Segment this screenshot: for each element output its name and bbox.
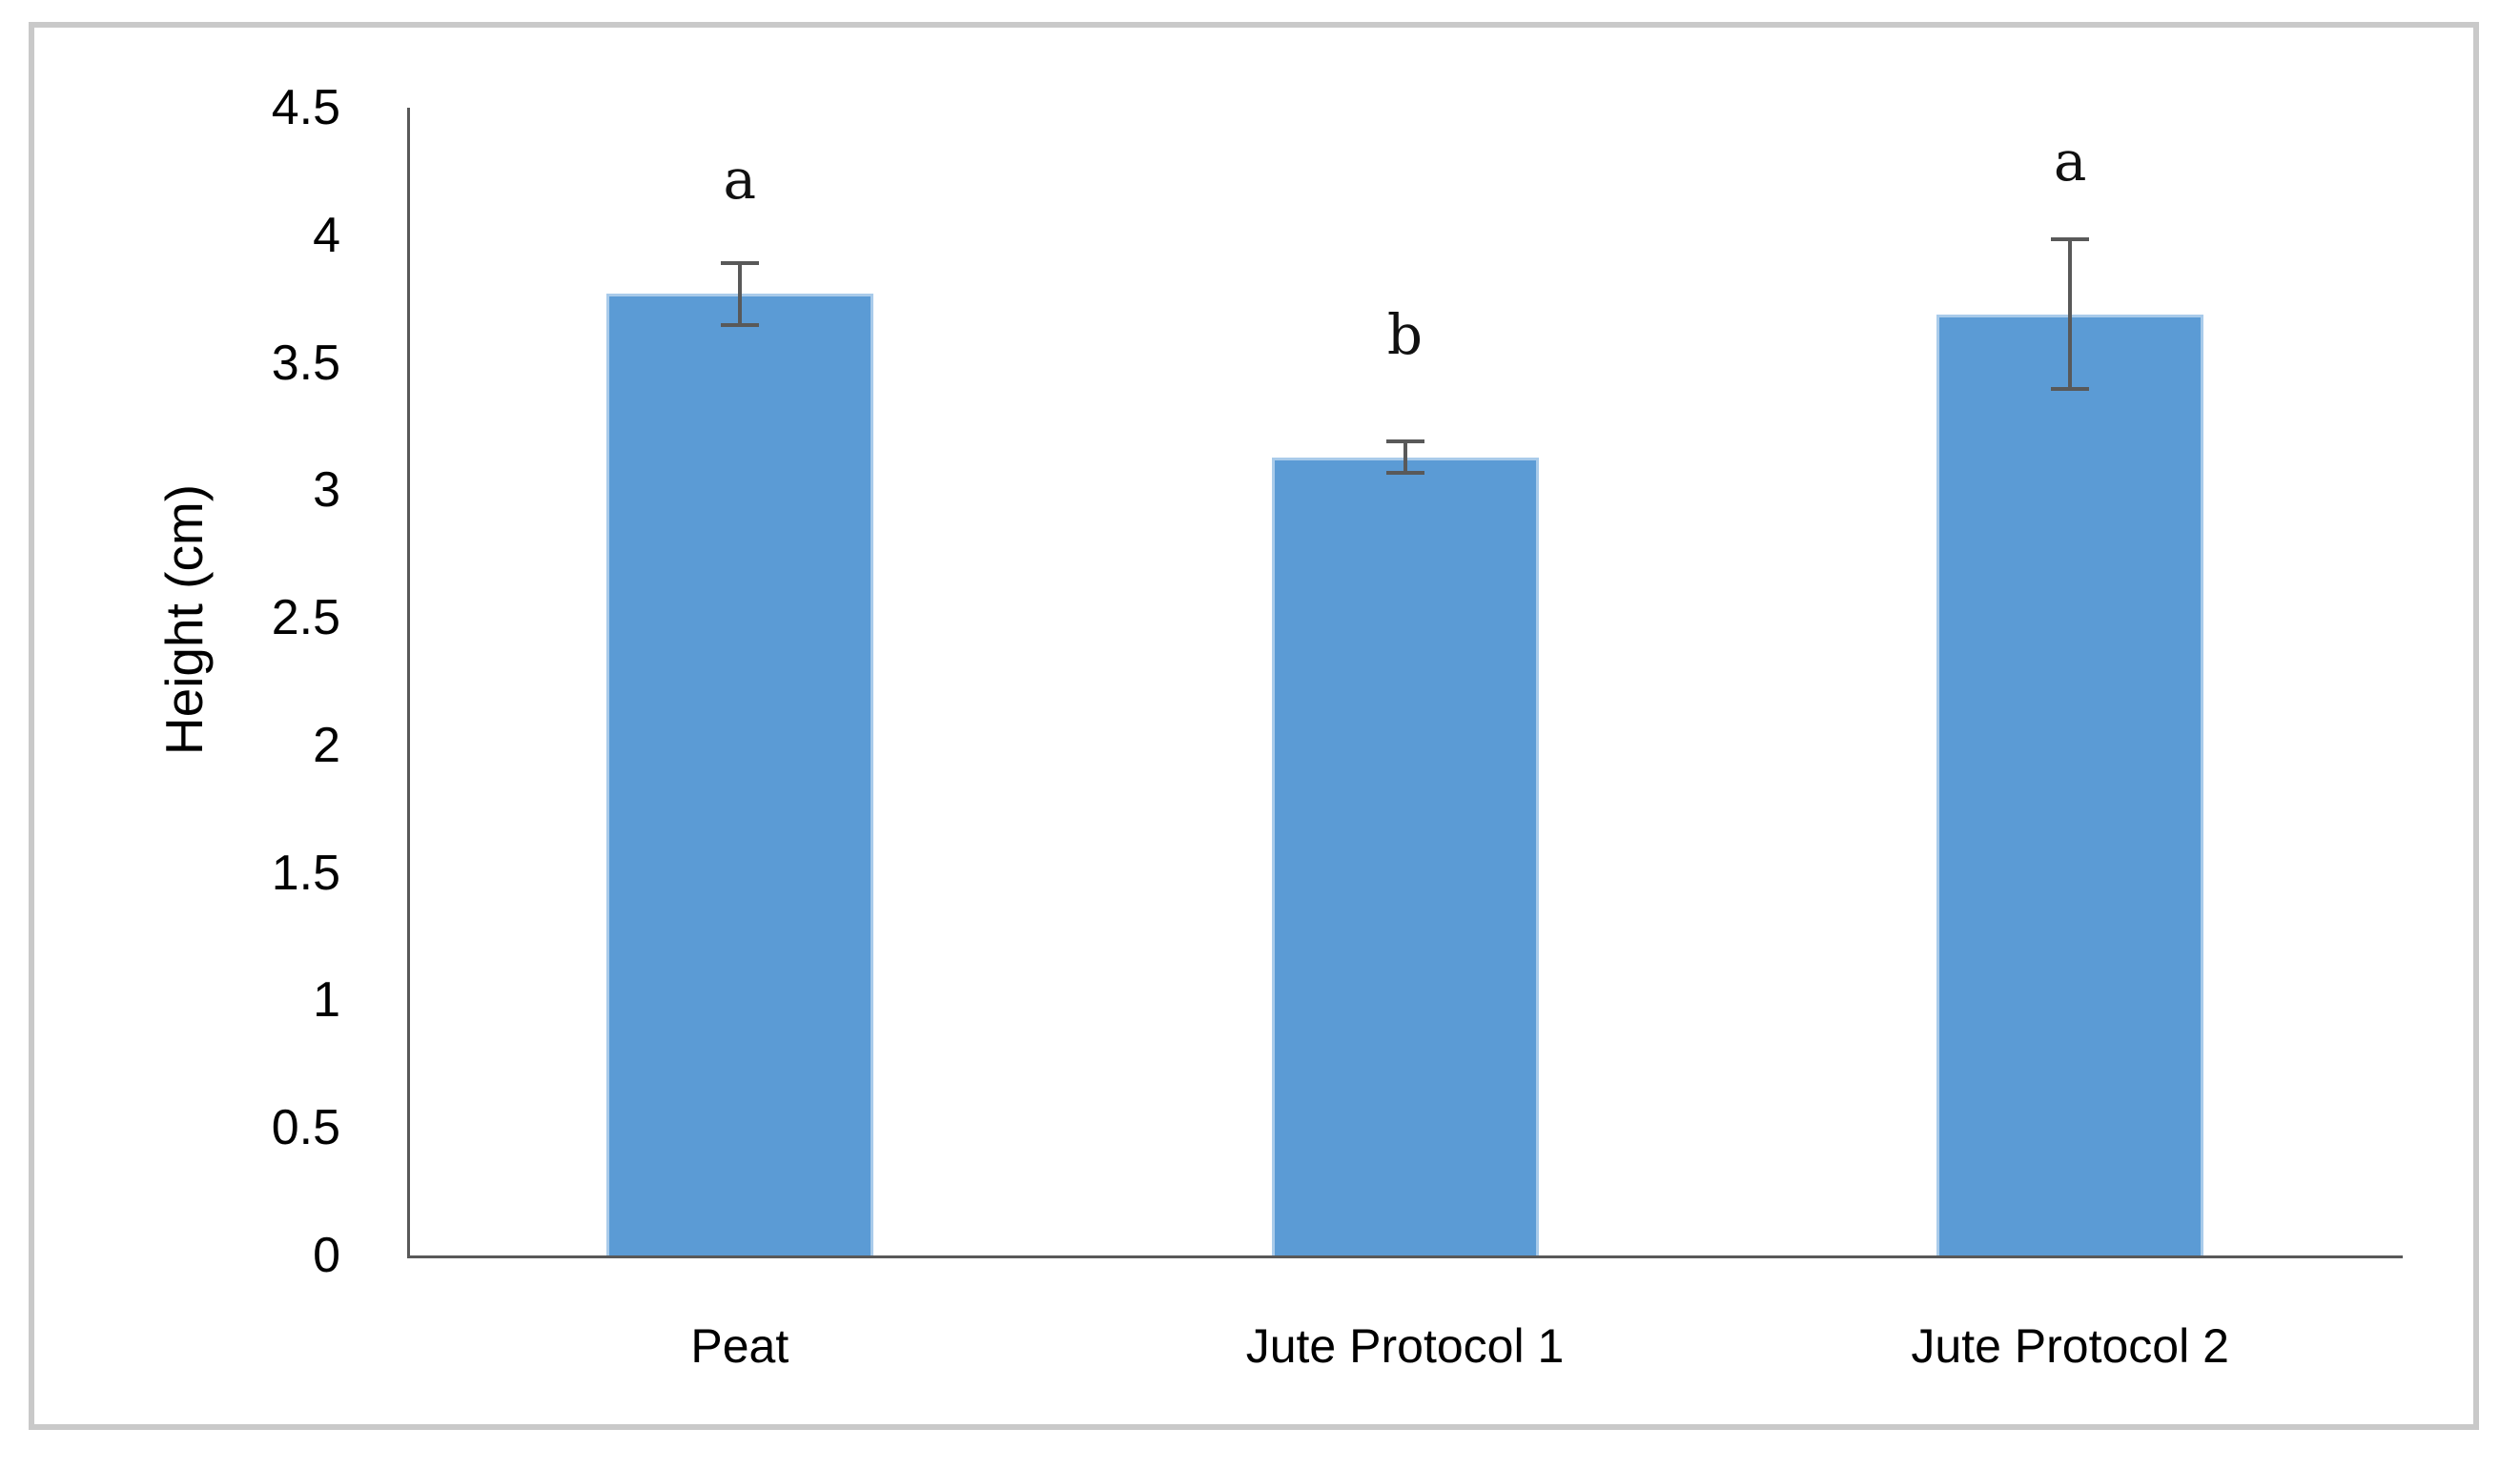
y-tick-label: 4.5 — [271, 80, 340, 135]
error-bar-bottom-cap — [1385, 471, 1424, 476]
x-category-label: Jute Protocol 2 — [1911, 1319, 2229, 1373]
error-bar-line — [737, 260, 742, 328]
error-bar-top-cap — [2051, 237, 2090, 242]
x-axis-line — [407, 1255, 2403, 1258]
error-bar-bottom-cap — [2051, 386, 2090, 391]
x-category-label: Jute Protocol 1 — [1245, 1319, 1565, 1373]
y-tick-label: 1 — [313, 972, 340, 1029]
y-tick-label: 0 — [313, 1228, 340, 1283]
y-tick-label: 4 — [313, 207, 340, 263]
bar-peat — [605, 294, 873, 1255]
y-tick-label: 3.5 — [271, 335, 340, 391]
y-tick-label: 3 — [313, 462, 340, 519]
y-axis-line — [407, 108, 410, 1258]
bar-jute-protocol-2 — [1936, 314, 2204, 1255]
significance-letter: a — [2053, 129, 2087, 194]
y-tick-label: 1.5 — [271, 845, 340, 901]
y-tick-label: 2.5 — [271, 590, 340, 646]
error-bar-line — [1403, 439, 1407, 476]
error-bar-top-cap — [720, 260, 759, 265]
y-tick-label: 2 — [313, 717, 340, 773]
bar-jute-protocol-1 — [1271, 457, 1539, 1255]
error-bar-top-cap — [1385, 439, 1424, 443]
significance-letter: b — [1386, 302, 1424, 368]
x-category-label: Peat — [690, 1319, 789, 1373]
significance-letter: a — [723, 146, 757, 212]
error-bar-line — [2068, 237, 2073, 391]
y-tick-label: 0.5 — [271, 1100, 340, 1156]
error-bar-bottom-cap — [720, 323, 759, 328]
